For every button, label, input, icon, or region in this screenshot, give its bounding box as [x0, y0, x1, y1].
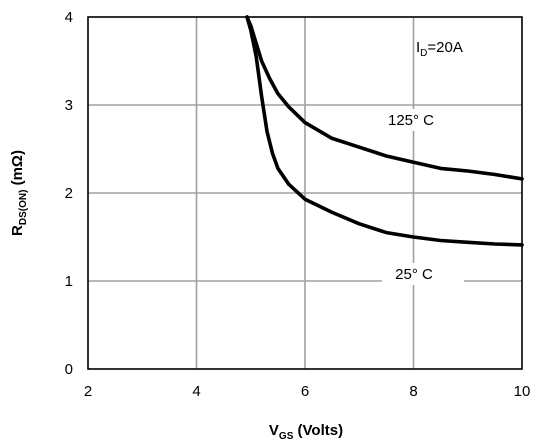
series-label-background [375, 109, 451, 131]
series-line-1 [245, 15, 524, 247]
y-tick-label: 2 [65, 185, 73, 202]
series-label: 25° C [395, 266, 433, 283]
grid-lines [88, 17, 522, 369]
series-label: 125° C [388, 112, 434, 129]
plot-frame [87, 16, 523, 370]
series-labels: 125° C 25° C [375, 109, 464, 285]
x-tick-label: 4 [192, 383, 200, 400]
x-tick-label: 8 [409, 383, 417, 400]
x-tick-label: 10 [514, 383, 531, 400]
x-tick-label: 6 [301, 383, 309, 400]
x-tick-label: 2 [84, 383, 92, 400]
tick-labels: 2 4 6 8 10 0 1 2 3 4 [65, 9, 531, 400]
series-label-background [382, 263, 464, 285]
y-axis-title: RDS(ON) (mΩ) [9, 150, 29, 236]
series-line-0 [245, 15, 524, 181]
y-tick-label: 1 [65, 273, 73, 290]
y-tick-label: 0 [65, 361, 73, 378]
condition-label: ID=20A [416, 39, 463, 59]
curves [245, 15, 524, 247]
x-axis-title: VGS (Volts) [269, 422, 343, 441]
y-tick-label: 4 [65, 9, 73, 26]
y-tick-label: 3 [65, 97, 73, 114]
